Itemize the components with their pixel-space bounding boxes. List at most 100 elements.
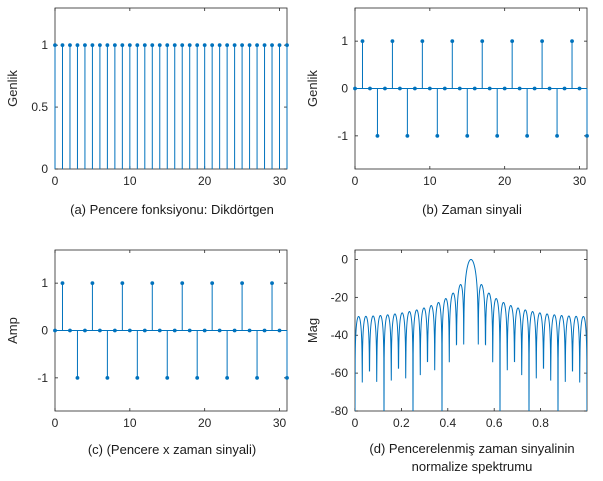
stem-marker (60, 281, 65, 286)
stem-marker (165, 375, 170, 380)
stem-marker (187, 43, 192, 48)
y-axis-label: Genlik (305, 70, 320, 107)
stem-marker (68, 43, 72, 48)
stem-marker (510, 39, 515, 44)
stem-marker (457, 86, 462, 91)
stem-marker (180, 281, 185, 286)
stem-marker (60, 43, 65, 48)
stem-marker (285, 43, 289, 48)
x-tick-label: 10 (423, 174, 437, 188)
stem-marker (232, 43, 237, 48)
stem-marker (262, 43, 267, 48)
stem-marker (285, 375, 289, 380)
stem-marker (562, 86, 567, 91)
stem-marker (270, 281, 274, 286)
caption-d-line1: (d) Pencerelenmiş zaman sinyalinin (369, 441, 574, 456)
y-tick-label: 0 (41, 162, 48, 176)
y-axis-label: Amp (5, 317, 20, 344)
x-tick-label: 20 (198, 416, 212, 430)
stem-marker (210, 43, 215, 48)
y-tick-label: -1 (37, 371, 48, 385)
stem-marker (360, 39, 365, 44)
stem-marker (465, 133, 470, 138)
stem-marker (368, 86, 372, 91)
stem-marker (53, 328, 57, 333)
x-tick-label: 10 (123, 174, 137, 188)
chart-c: 0 10 20 30 -1 0 1 Amp (5, 249, 289, 430)
stem-marker (210, 281, 215, 286)
chart-d: 0 0.2 0.4 0.6 0.8 0 -20 -40 -60 -80 Mag (305, 249, 588, 430)
stem-marker (247, 328, 252, 333)
x-tick-label: 0 (352, 174, 359, 188)
stem-marker (383, 86, 387, 91)
stem-marker (187, 328, 192, 333)
x-tick-label: 0.8 (532, 416, 549, 430)
stem-marker (255, 375, 259, 380)
x-tick-label: 20 (198, 174, 212, 188)
caption-d-line2: normalize spektrumu (412, 459, 533, 474)
spectrum-line (355, 258, 587, 411)
stem-marker (53, 43, 57, 48)
stem-marker (90, 43, 95, 48)
stem-marker (427, 86, 432, 91)
stem-marker (157, 43, 162, 48)
stem-marker (405, 133, 410, 138)
stem-marker (570, 39, 574, 44)
stem-marker (398, 86, 402, 91)
stem-marker (262, 328, 267, 333)
y-tick-label: 1 (341, 34, 348, 48)
stem-marker (83, 43, 87, 48)
y-tick-label: 0 (341, 82, 348, 96)
stem-marker (435, 133, 440, 138)
stem-marker (142, 328, 147, 333)
x-tick-label: 30 (273, 416, 287, 430)
stem-marker (555, 133, 559, 138)
stem-marker (172, 328, 177, 333)
stem-marker (150, 43, 155, 48)
x-tick-label: 0.2 (393, 416, 410, 430)
x-tick-label: 30 (573, 174, 587, 188)
stem-marker (98, 328, 102, 333)
y-tick-label: 1 (41, 38, 48, 52)
stem-marker (83, 328, 87, 333)
stem-marker (487, 86, 492, 91)
stem-marker (247, 43, 252, 48)
y-tick-label: -40 (331, 328, 349, 342)
chart-b: 0 10 20 30 -1 0 1 Genlik (305, 7, 589, 188)
stem-marker (112, 43, 117, 48)
stem-marker (105, 43, 110, 48)
stem-marker (225, 375, 230, 380)
x-tick-label: 20 (498, 174, 512, 188)
stem-marker (517, 86, 522, 91)
stem-marker (150, 281, 155, 286)
caption-a: (a) Pencere fonksiyonu: Dikdörtgen (70, 202, 274, 217)
stem-marker (68, 328, 72, 333)
x-tick-label: 0 (352, 416, 359, 430)
stem-marker (375, 133, 380, 138)
stem-marker (277, 328, 282, 333)
y-tick-label: 0 (341, 252, 348, 266)
stem-marker (142, 43, 147, 48)
stem-marker (195, 375, 200, 380)
stem-marker (472, 86, 477, 91)
x-tick-label: 30 (273, 174, 287, 188)
stem-marker (420, 39, 425, 44)
stem-marker (135, 43, 140, 48)
x-tick-label: 0.4 (439, 416, 456, 430)
stem-marker (165, 43, 170, 48)
caption-c: (c) (Pencere x zaman sinyali) (88, 442, 256, 457)
stem-marker (353, 86, 357, 91)
stem-marker (390, 39, 395, 44)
stem-marker (217, 43, 222, 48)
stem-marker (270, 43, 274, 48)
stem-marker (240, 281, 244, 286)
y-axis-label: Mag (305, 318, 320, 343)
y-tick-label: -80 (331, 404, 349, 418)
y-tick-label: -1 (337, 129, 348, 143)
stem-marker (502, 86, 507, 91)
stem-marker (532, 86, 537, 91)
chart-a: 0 10 20 30 0 0.5 1 Genlik (5, 7, 289, 188)
stem-marker (540, 39, 544, 44)
x-tick-label: 10 (123, 416, 137, 430)
stem-marker (75, 375, 80, 380)
